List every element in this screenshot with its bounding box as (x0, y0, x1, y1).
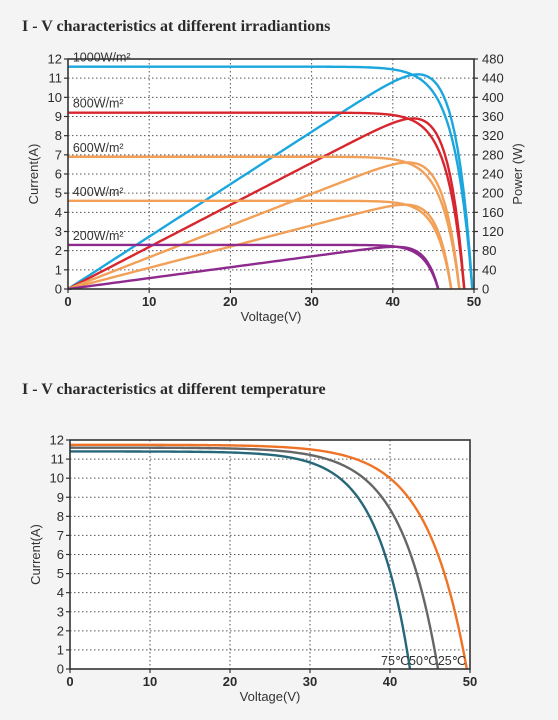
series-label-2: 600W/m² (73, 141, 124, 155)
y2-tick-label: 440 (482, 71, 504, 86)
series-line-iv-1 (68, 111, 466, 290)
y-tick-label: 4 (55, 205, 62, 220)
plot-area (70, 440, 470, 669)
y-tick-label: 1 (57, 642, 64, 657)
series-line-iv-0 (68, 65, 474, 290)
y2-tick-label: 360 (482, 109, 504, 124)
y-tick-label: 8 (57, 509, 64, 524)
x-tick-label: 10 (142, 294, 156, 309)
y-axis-label: Current(A) (28, 524, 43, 585)
series-label-1: 800W/m² (73, 97, 124, 111)
y-tick-label: 9 (55, 109, 62, 124)
y-tick-label: 6 (55, 167, 62, 182)
plot-area (68, 59, 474, 289)
series-line-power-2 (67, 161, 461, 291)
series-line-power-1 (67, 117, 466, 291)
y-tick-label: 8 (55, 128, 62, 143)
series-label-2: 75℃ (381, 654, 409, 668)
series-line-iv-1 (70, 446, 440, 670)
series-label-4: 200W/m² (73, 229, 124, 243)
y-tick-label: 9 (57, 490, 64, 505)
y-tick-label: 2 (55, 243, 62, 258)
y-tick-label: 11 (49, 71, 63, 86)
y2-tick-label: 120 (482, 224, 504, 239)
y-tick-label: 12 (50, 433, 64, 448)
y-tick-label: 12 (48, 52, 62, 67)
x-tick-label: 40 (386, 294, 400, 309)
x-tick-label: 0 (66, 674, 73, 689)
y2-tick-label: 280 (482, 147, 504, 162)
y-tick-label: 0 (55, 282, 62, 297)
x-tick-label: 50 (463, 674, 477, 689)
y-tick-label: 11 (51, 452, 65, 467)
series-line-iv-4 (68, 243, 440, 290)
x-tick-label: 10 (143, 674, 157, 689)
y-tick-label: 6 (57, 547, 64, 562)
x-tick-label: 30 (303, 674, 317, 689)
series-line-iv-3 (68, 199, 453, 290)
y2-tick-label: 80 (482, 243, 496, 258)
y-tick-label: 4 (57, 585, 64, 600)
y-tick-label: 5 (55, 186, 62, 201)
series-line-iv-0 (70, 443, 468, 670)
y-tick-label: 1 (55, 262, 62, 277)
series-line-iv-2 (68, 155, 461, 290)
x-tick-label: 20 (223, 294, 237, 309)
y-tick-label: 0 (57, 662, 64, 677)
x-tick-label: 50 (467, 294, 481, 309)
plot-frame (67, 58, 475, 290)
y2-tick-label: 240 (482, 167, 504, 182)
y2-tick-label: 480 (482, 52, 504, 67)
series-label-1: 50℃ (409, 654, 437, 668)
x-tick-label: 40 (383, 674, 397, 689)
y-tick-label: 7 (57, 528, 64, 543)
x-tick-label: 30 (304, 294, 318, 309)
y-tick-label: 10 (50, 471, 64, 486)
x-axis-label: Voltage(V) (240, 689, 301, 704)
y2-tick-label: 200 (482, 186, 504, 201)
y2-tick-label: 160 (482, 205, 504, 220)
y2-axis-label: Power (W) (510, 143, 525, 204)
series-label-0: 25℃ (438, 654, 466, 668)
y2-tick-label: 400 (482, 90, 504, 105)
y2-tick-label: 40 (482, 262, 496, 277)
y-axis-label: Current(A) (26, 144, 41, 205)
y2-tick-label: 0 (482, 282, 489, 297)
x-tick-label: 20 (223, 674, 237, 689)
chart-title-irradiance: I - V characteristics at different irrad… (22, 18, 331, 35)
series-line-power-4 (67, 245, 440, 291)
y-tick-label: 5 (57, 566, 64, 581)
y-tick-label: 2 (57, 623, 64, 638)
y-tick-label: 7 (55, 147, 62, 162)
series-line-power-3 (67, 203, 453, 291)
chart-title-temperature: I - V characteristics at different tempe… (22, 381, 326, 398)
x-tick-label: 0 (64, 294, 71, 309)
plot-frame (69, 439, 471, 670)
y-tick-label: 3 (55, 224, 62, 239)
y2-tick-label: 320 (482, 128, 504, 143)
series-line-iv-2 (70, 450, 412, 670)
series-line-power-0 (67, 73, 474, 291)
y-tick-label: 3 (57, 604, 64, 619)
series-label-0: 1000W/m² (73, 51, 131, 65)
y-tick-label: 10 (48, 90, 62, 105)
x-axis-label: Voltage(V) (241, 309, 302, 324)
series-label-3: 400W/m² (73, 185, 124, 199)
